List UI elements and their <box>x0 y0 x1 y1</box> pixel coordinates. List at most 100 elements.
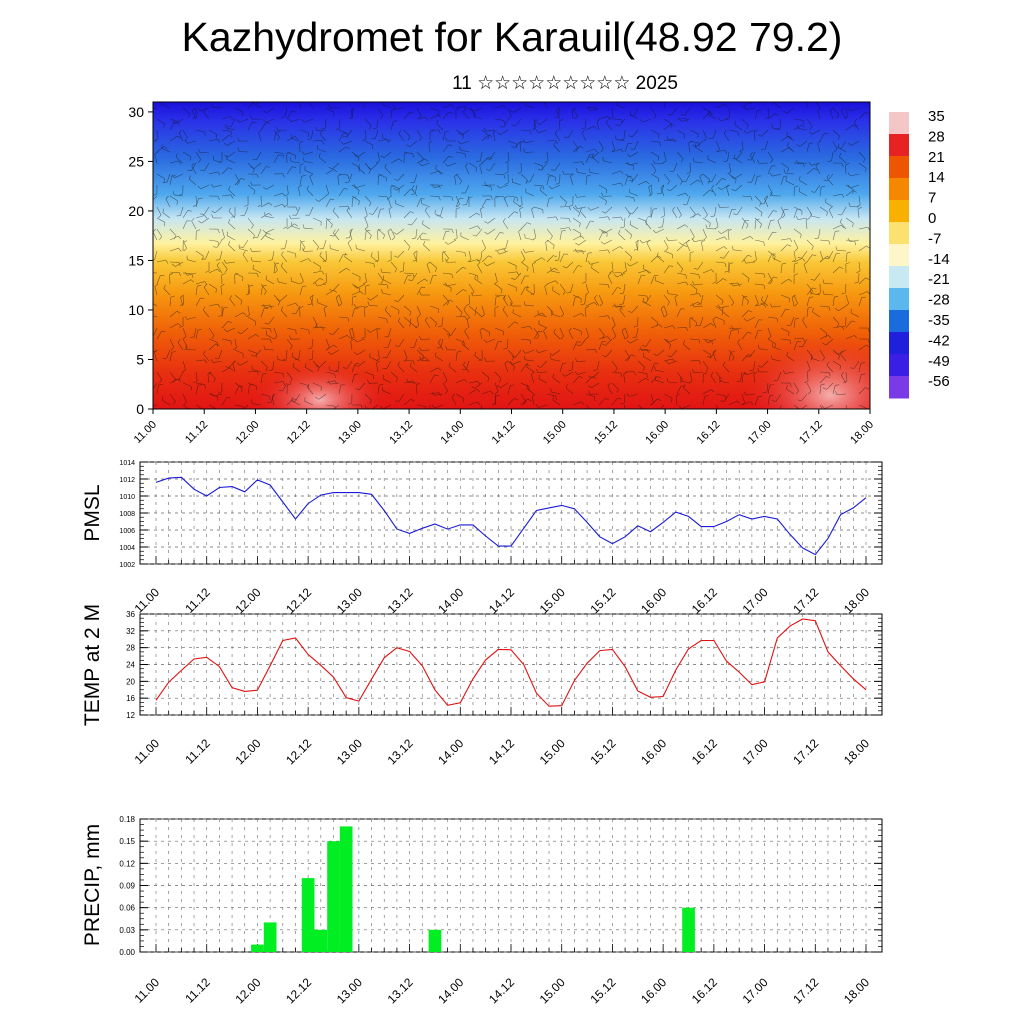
wind-barb <box>356 184 366 188</box>
wind-barb <box>702 206 708 215</box>
wind-barb-flag <box>256 371 259 375</box>
wind-barb <box>390 261 398 269</box>
wind-barb <box>154 286 158 296</box>
wind-barb <box>845 320 852 329</box>
wind-barb-flag <box>409 311 412 316</box>
wind-barb-flag <box>587 260 591 265</box>
wind-barb <box>700 294 704 304</box>
wind-barb <box>650 324 660 329</box>
wind-barb <box>390 228 396 238</box>
wind-barb-flag <box>262 119 266 123</box>
temp-ytick-label: 16 <box>126 694 135 703</box>
wind-barb-flag <box>797 399 802 402</box>
wind-barb <box>382 378 392 384</box>
wind-barb <box>663 325 673 329</box>
wind-barb-flag <box>277 301 281 306</box>
wind-barb-flag <box>721 300 724 305</box>
wind-barb <box>702 360 709 369</box>
wind-barb <box>265 184 275 190</box>
wind-barb-flag <box>276 131 281 133</box>
wind-barb-flag <box>445 345 448 350</box>
wind-barb <box>787 145 795 153</box>
wind-barb <box>213 393 223 397</box>
wind-barb <box>304 401 314 406</box>
wind-barb <box>169 195 178 202</box>
wind-barb-flag <box>522 139 526 144</box>
heatmap-xtick-label: 13.12 <box>387 419 415 447</box>
wind-barb <box>429 367 439 373</box>
wind-barb <box>552 377 561 384</box>
wind-barb <box>507 385 511 395</box>
wind-barb <box>749 155 756 164</box>
wind-barb-flag <box>685 239 690 244</box>
wind-barb <box>529 173 535 183</box>
wind-barb-flag <box>412 153 414 158</box>
wind-barb-flag <box>415 325 419 329</box>
wind-barb <box>728 294 735 303</box>
wind-barb-flag <box>237 147 240 152</box>
wind-barb-flag <box>665 247 669 252</box>
wind-barb <box>727 230 730 241</box>
wind-barb <box>585 175 588 186</box>
wind-barb-flag <box>722 278 727 281</box>
precip-xtick-label: 18.00 <box>841 975 872 1006</box>
wind-barb-flag <box>204 132 206 137</box>
wind-barb <box>734 173 743 179</box>
wind-barb-flag <box>474 274 476 279</box>
wind-barb <box>240 360 249 366</box>
wind-barb <box>481 239 486 249</box>
wind-barb-flag <box>410 211 415 214</box>
wind-barb-flag <box>802 338 805 342</box>
wind-barb-flag <box>620 402 625 405</box>
wind-barb <box>299 258 309 263</box>
wind-barb-flag <box>250 354 255 357</box>
wind-barb <box>252 403 262 406</box>
wind-barb-flag <box>658 226 663 228</box>
wind-barb-flag <box>723 246 728 250</box>
wind-barb <box>632 129 639 138</box>
wind-barb <box>832 107 840 115</box>
wind-barb-flag <box>463 306 467 310</box>
wind-barb <box>407 382 418 384</box>
wind-barb-flag <box>685 327 688 332</box>
wind-barb-flag <box>360 404 363 409</box>
precip-ytick-label: 0.09 <box>119 882 135 891</box>
wind-barb <box>693 283 704 286</box>
wind-barb-flag <box>800 234 802 239</box>
wind-barb-flag <box>568 206 571 211</box>
wind-barb <box>481 134 489 142</box>
wind-barb-flag <box>349 327 353 331</box>
wind-barb-flag <box>191 107 196 112</box>
wind-barb-flag <box>147 269 148 273</box>
wind-barb <box>464 331 470 340</box>
wind-barb <box>845 404 847 409</box>
wind-barb <box>477 265 483 274</box>
wind-barb-flag <box>867 327 870 333</box>
wind-barb <box>590 206 600 211</box>
wind-barb-flag <box>350 338 355 342</box>
wind-barb <box>390 371 398 379</box>
wind-barb-flag <box>295 302 299 307</box>
wind-barb-flag <box>263 110 267 114</box>
wind-barb-flag <box>333 112 335 117</box>
wind-barb-flag <box>574 193 578 198</box>
wind-barb <box>460 140 470 145</box>
precip-bar <box>301 878 315 952</box>
wind-barb <box>607 275 613 285</box>
wind-barb <box>632 206 639 215</box>
wind-barb <box>376 230 379 241</box>
wind-barb <box>761 360 769 368</box>
wind-barb-flag <box>494 306 499 309</box>
wind-barb-flag <box>866 344 870 348</box>
wind-barb <box>195 281 205 285</box>
wind-barb-flag <box>448 155 453 158</box>
wind-barb-flag <box>541 257 546 261</box>
colorbar-swatch <box>889 200 909 223</box>
wind-barb-flag <box>367 167 372 170</box>
wind-barb <box>182 210 189 219</box>
wind-barb-flag <box>369 125 372 130</box>
wind-barb-flag <box>693 268 698 270</box>
wind-barb <box>169 176 173 186</box>
